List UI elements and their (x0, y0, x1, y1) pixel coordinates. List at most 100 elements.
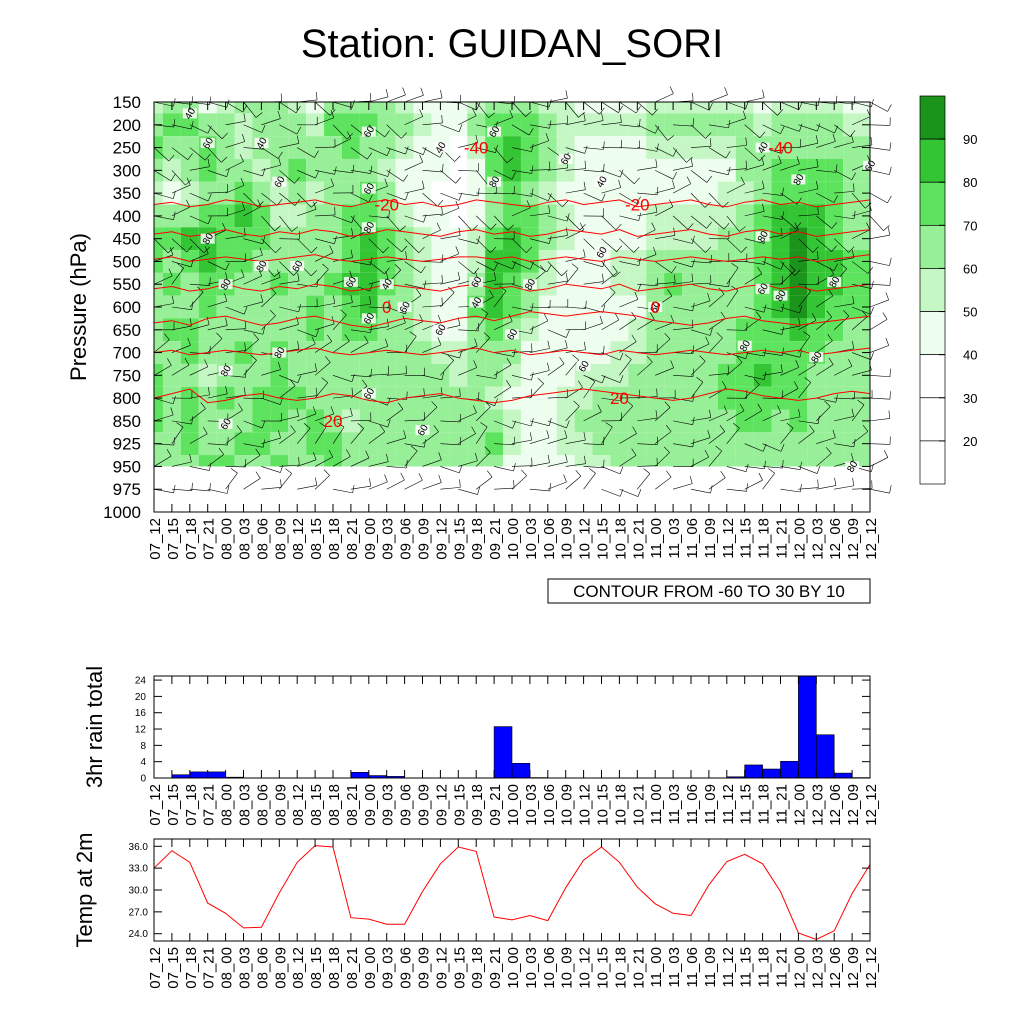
wind-barb-flag (539, 265, 546, 272)
time-tick-label: 08_00 (219, 518, 236, 560)
pressure-tick-label: 300 (113, 161, 141, 180)
rh-contour-label: 40 (434, 140, 449, 156)
rh-cell (341, 455, 360, 467)
wind-barb-flag (262, 439, 265, 448)
wind-barb (511, 124, 530, 136)
wind-barb-flag (319, 422, 327, 428)
time-tick-label: 11_09 (702, 518, 719, 559)
time-tick-label: 11_15 (738, 947, 755, 988)
wind-barb (529, 370, 550, 376)
wind-barb (332, 257, 353, 262)
temperature-contour-label: 0 (382, 298, 391, 317)
wind-barb (189, 291, 204, 308)
wind-barb (547, 396, 568, 399)
wind-barb (708, 337, 723, 353)
wind-barb (368, 481, 388, 490)
wind-barb-flag (758, 472, 763, 481)
wind-barb (261, 147, 279, 159)
wind-barb (852, 283, 872, 289)
wind-barb-flag (405, 365, 407, 374)
time-tick-label: 07_12 (147, 518, 164, 560)
wind-barb-flag (438, 474, 442, 483)
wind-barb (494, 192, 515, 195)
time-tick-label: 11_21 (774, 518, 791, 559)
wind-barb (189, 366, 208, 376)
wind-barb (834, 215, 855, 220)
wind-barb-flag (825, 447, 832, 454)
wind-barb-flag (323, 469, 330, 476)
temperature-contour-line (153, 283, 871, 292)
wind-barb (834, 443, 854, 448)
wind-barb-flag (618, 105, 623, 113)
wind-barb (565, 406, 580, 422)
wind-barb (816, 364, 834, 376)
rh-cell (628, 158, 647, 182)
wind-barb (726, 352, 746, 360)
contour-note: CONTOUR FROM -60 TO 30 BY 10 (573, 582, 845, 601)
wind-barb (189, 283, 210, 286)
rh-contour-label: 60 (362, 311, 377, 327)
rh-cell (395, 250, 414, 273)
wind-barb (869, 299, 889, 308)
rh-cell (807, 136, 826, 159)
rh-cell (628, 113, 647, 137)
wind-barb-flag (650, 312, 655, 320)
wind-barb-flag (588, 376, 596, 382)
wind-barb-flag (721, 381, 727, 389)
wind-barb-flag (313, 452, 317, 460)
wind-barb-flag (280, 479, 282, 488)
wind-barb-flag (238, 403, 243, 411)
wind-barb-flag (793, 381, 799, 389)
wind-barb (798, 238, 814, 253)
wind-barb (422, 192, 438, 207)
wind-barb (189, 253, 209, 262)
rh-label-bg (361, 126, 376, 137)
wind-barb (368, 147, 388, 156)
wind-barb-flag (441, 274, 443, 283)
wind-barb (475, 426, 488, 444)
wind-barb-flag (200, 402, 206, 409)
wind-barb (511, 192, 532, 197)
wind-barb (171, 238, 187, 253)
wind-barb-flag (637, 283, 642, 292)
rh-cell (306, 181, 325, 205)
rh-contour-label: 80 (774, 288, 789, 304)
rh-label-bg (737, 340, 752, 351)
rh-contour-label: 60 (291, 259, 306, 275)
wind-barb (762, 124, 781, 135)
temp-tick-label: 24.0 (129, 929, 149, 940)
rain-bar (762, 768, 781, 779)
rh-cell (154, 455, 163, 467)
wind-barb-flag (474, 453, 478, 461)
wind-barb-flag (669, 86, 674, 94)
wind-barb-flag (191, 96, 193, 105)
rh-cell (234, 227, 253, 251)
wind-barb-flag (441, 297, 443, 306)
rh-contour-label: 80 (219, 363, 234, 379)
wind-barb-flag (477, 188, 480, 197)
time-tick-label: 09_06 (398, 947, 415, 989)
rh-contour-label: 40 (470, 295, 485, 311)
rh-contour-label: 60 (559, 151, 574, 167)
rh-cell (270, 136, 289, 159)
wind-barb-flag (686, 156, 693, 163)
wind-barb (673, 420, 693, 426)
rh-contour-label: 80 (219, 277, 234, 293)
wind-barb (350, 215, 365, 232)
wind-barb-flag (209, 96, 211, 105)
wind-barb-flag (423, 214, 427, 223)
wind-barb (475, 238, 491, 253)
wind-barb-flag (843, 310, 850, 317)
wind-barb (565, 120, 586, 126)
wind-barb (619, 170, 635, 184)
wind-barb-flag (204, 359, 209, 367)
wind-barb (279, 101, 297, 114)
wind-barb-flag (507, 224, 514, 231)
wind-barb-flag (331, 316, 335, 325)
wind-barb (529, 306, 550, 309)
wind-barb-flag (605, 422, 613, 428)
wind-barb-flag (612, 265, 618, 273)
wind-barb (869, 283, 890, 286)
colorbar-label: 20 (963, 434, 977, 449)
rh-contour-label: 60 (595, 245, 610, 261)
